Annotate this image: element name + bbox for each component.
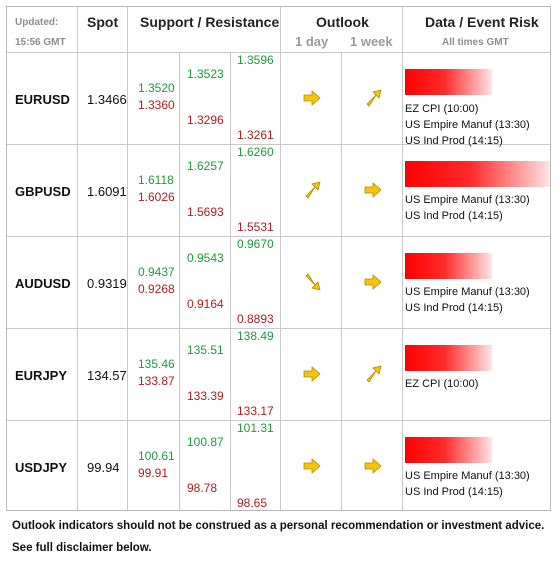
event-item: US Empire Manuf (13:30) — [405, 286, 530, 298]
support-1: 133.87 — [138, 374, 175, 388]
event-item: US Ind Prod (14:15) — [405, 210, 503, 222]
resistance-2: 135.51 — [187, 343, 224, 357]
support-1: 1.3360 — [138, 98, 175, 112]
resistance-3: 1.3596 — [237, 53, 274, 67]
disclaimer-line-1: Outlook indicators should not be constru… — [12, 520, 545, 532]
resistance-3: 138.49 — [237, 329, 274, 343]
support-resistance-header: Support / Resistance — [140, 14, 280, 30]
support-3: 133.17 — [237, 404, 274, 418]
resistance-1: 1.6118 — [138, 173, 174, 187]
event-risk-bar — [405, 345, 492, 371]
arrow-right-icon — [364, 274, 382, 290]
arrow-up-right-icon — [305, 181, 321, 199]
resistance-3: 101.31 — [237, 421, 274, 435]
spot-price: 99.94 — [87, 460, 120, 475]
pair-name: USDJPY — [15, 460, 68, 475]
outlook-1day-header: 1 day — [295, 34, 329, 49]
event-risk-bar — [405, 437, 492, 463]
event-risk-header: Data / Event Risk — [425, 14, 539, 30]
resistance-1: 135.46 — [138, 357, 175, 371]
support-1: 1.6026 — [138, 190, 175, 204]
event-item: US Empire Manuf (13:30) — [405, 119, 530, 131]
spot-price: 1.3466 — [87, 92, 127, 107]
pair-name: AUDUSD — [15, 276, 71, 291]
arrow-right-icon — [303, 90, 321, 106]
event-risk-bar — [405, 69, 492, 95]
resistance-1: 0.9437 — [138, 265, 175, 279]
all-times-label: All times GMT — [442, 37, 509, 48]
updated-time: 15:56 GMT — [15, 37, 66, 48]
event-item: US Ind Prod (14:15) — [405, 486, 503, 498]
spot-header: Spot — [87, 14, 119, 30]
arrow-right-icon — [303, 366, 321, 382]
spot-price: 1.6091 — [87, 184, 127, 199]
support-2: 1.3296 — [187, 113, 224, 127]
event-risk-bar — [405, 161, 550, 187]
resistance-3: 1.6260 — [237, 145, 274, 159]
resistance-2: 1.6257 — [187, 159, 224, 173]
resistance-2: 0.9543 — [187, 251, 224, 265]
support-1: 0.9268 — [138, 282, 175, 296]
event-item: EZ CPI (10:00) — [405, 103, 479, 115]
disclaimer-line-2: See full disclaimer below. — [12, 542, 152, 554]
arrow-right-icon — [364, 458, 382, 474]
support-2: 133.39 — [187, 389, 224, 403]
spot-price: 134.57 — [87, 368, 127, 383]
updated-label: Updated: — [15, 17, 59, 28]
pair-name: EURUSD — [15, 92, 70, 107]
resistance-2: 1.3523 — [187, 67, 224, 81]
outlook-1week-header: 1 week — [350, 34, 393, 49]
spot-price: 0.9319 — [87, 276, 127, 291]
forex-table: Updated: 15:56 GMT Spot Support / Resist… — [6, 6, 551, 511]
event-item: EZ CPI (10:00) — [405, 378, 479, 390]
support-2: 0.9164 — [187, 297, 224, 311]
support-3: 0.8893 — [237, 312, 274, 326]
support-2: 1.5693 — [187, 205, 224, 219]
support-3: 1.5531 — [237, 220, 274, 234]
arrow-right-icon — [303, 458, 321, 474]
outlook-header: Outlook — [316, 14, 369, 30]
support-3: 98.65 — [237, 496, 268, 510]
pair-name: EURJPY — [15, 368, 68, 383]
arrow-up-right-icon — [366, 89, 382, 107]
support-2: 98.78 — [187, 481, 218, 495]
resistance-1: 100.61 — [138, 449, 175, 463]
arrow-down-right-icon — [305, 273, 321, 291]
event-item: US Empire Manuf (13:30) — [405, 194, 530, 206]
resistance-3: 0.9670 — [237, 237, 274, 251]
support-3: 1.3261 — [237, 128, 274, 142]
support-1: 99.91 — [138, 466, 169, 480]
event-item: US Ind Prod (14:15) — [405, 302, 503, 314]
resistance-2: 100.87 — [187, 435, 224, 449]
arrow-right-icon — [364, 182, 382, 198]
arrow-up-right-icon — [366, 365, 382, 383]
event-item: US Empire Manuf (13:30) — [405, 470, 530, 482]
event-item: US Ind Prod (14:15) — [405, 135, 503, 147]
event-risk-bar — [405, 253, 492, 279]
resistance-1: 1.3520 — [138, 81, 175, 95]
pair-name: GBPUSD — [15, 184, 71, 199]
